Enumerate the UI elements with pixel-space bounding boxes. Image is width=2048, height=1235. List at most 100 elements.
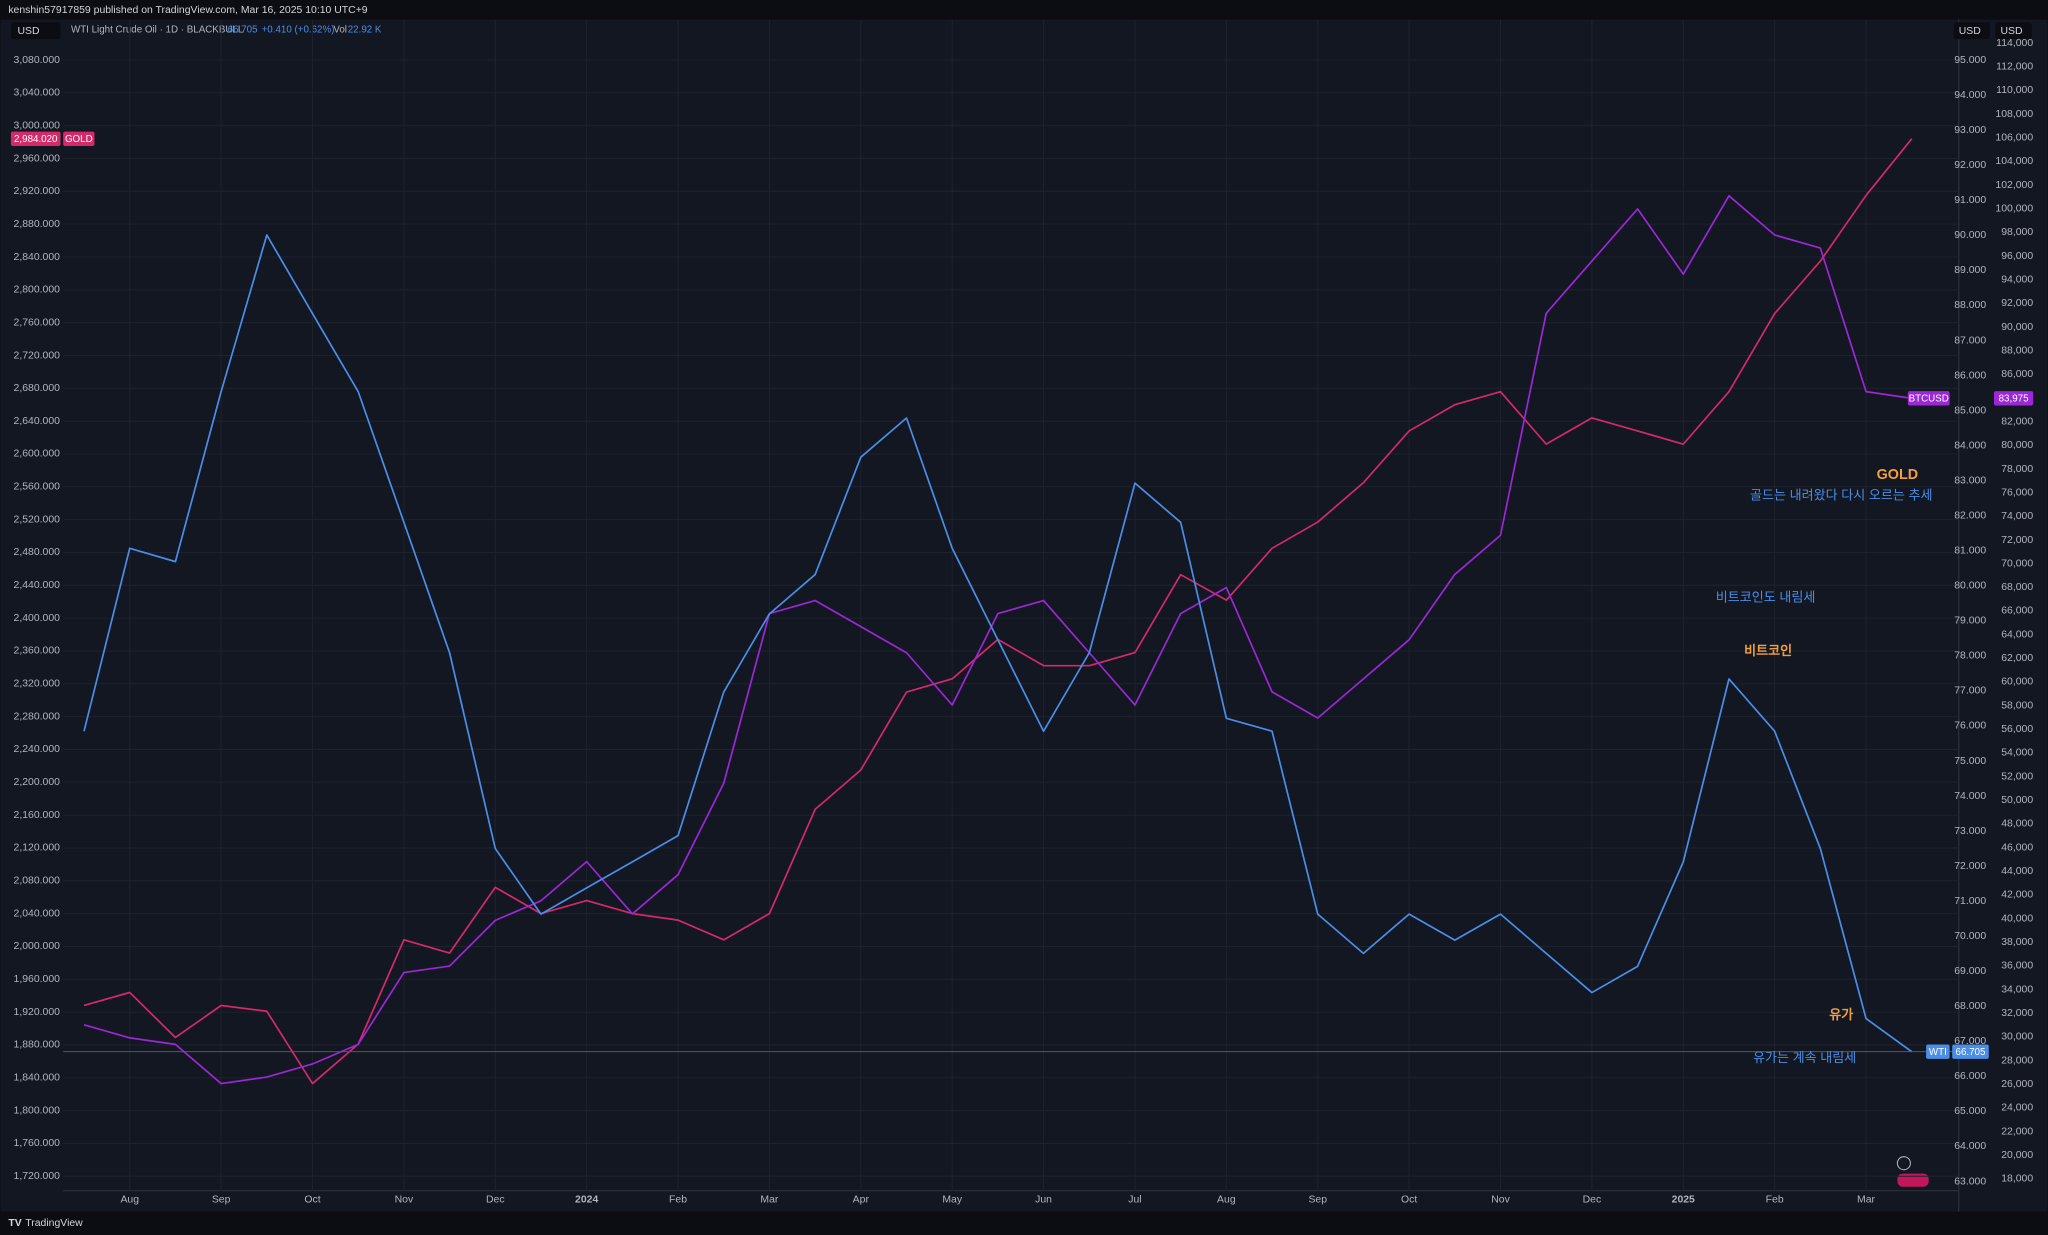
y2-tick-label: 74.000 [1954, 791, 1986, 802]
y3-tick-label: 94,000 [2001, 274, 2033, 285]
y3-tick-label: 58,000 [2001, 700, 2033, 711]
y3-tick-label: 30,000 [2001, 1032, 2033, 1043]
y2-tick-label: 72.000 [1954, 861, 1986, 872]
y-tick-label: 2,160.000 [14, 810, 61, 821]
y3-tick-label: 90,000 [2001, 322, 2033, 333]
y2-tick-label: 75.000 [1954, 756, 1986, 767]
y3-tick-label: 32,000 [2001, 1008, 2033, 1019]
x-tick-label: Nov [1491, 1195, 1510, 1206]
annotation: 골드는 내려왔다 다시 오르는 추세 [1750, 488, 1933, 503]
unit-box[interactable] [1953, 22, 1991, 40]
y3-tick-label: 54,000 [2001, 748, 2033, 759]
series-line [83, 194, 1912, 1085]
y3-tick-label: 44,000 [2001, 866, 2033, 877]
y-tick-label: 1,800.000 [14, 1105, 61, 1116]
y-tick-label: 2,920.000 [14, 186, 61, 197]
y3-tick-label: 34,000 [2001, 984, 2033, 995]
y3-tick-label: 22,000 [2001, 1126, 2033, 1137]
y3-tick-label: 72,000 [2001, 535, 2033, 546]
y-tick-label: 3,040.000 [14, 88, 61, 99]
y3-tick-label: 82,000 [2001, 416, 2033, 427]
y3-tick-label: 106,000 [1995, 132, 2033, 143]
y-tick-label: 2,400.000 [14, 613, 61, 624]
annotation: 비트코인도 내림세 [1716, 589, 1816, 604]
y2-tick-label: 68.000 [1954, 1001, 1986, 1012]
y-tick-label: 2,360.000 [14, 646, 61, 657]
y2-tick-label: 87.000 [1954, 335, 1986, 346]
y3-tick-label: 48,000 [2001, 819, 2033, 830]
unit-label[interactable]: USD [1959, 26, 1981, 37]
overlay: 1,720.000 1,760.000 1,800.000 1,840.000 1,88… [10, 38, 2034, 1206]
unit-label[interactable]: USD [17, 26, 39, 37]
y2-tick-label: 83.000 [1954, 475, 1986, 486]
y-tick-label: 2,520.000 [14, 514, 61, 525]
y-tick-label: 2,800.000 [14, 285, 61, 296]
y2-tick-label: 67.000 [1954, 1036, 1986, 1047]
legend-symbol: WTI Light Crude Oil · 1D · BLACKBULL [71, 25, 244, 36]
y2-tick-label: 93.000 [1954, 125, 1986, 136]
last-value-tag: 66.705 [1956, 1047, 1986, 1058]
price-tag [63, 131, 95, 146]
legend-last: 66.705 [228, 25, 258, 36]
legend-vol: 22.92 K [348, 25, 382, 36]
y-tick-label: 2,080.000 [14, 876, 61, 887]
last-value-tag: 83,975 [1999, 394, 2029, 405]
y3-tick-label: 28,000 [2001, 1055, 2033, 1066]
y3-tick-label: 104,000 [1995, 156, 2033, 167]
y-tick-label: 2,840.000 [14, 252, 61, 263]
x-tick-label: Sep [1308, 1195, 1327, 1206]
x-tick-label: Dec [486, 1195, 505, 1206]
y3-tick-label: 36,000 [2001, 961, 2033, 972]
x-tick-label: Dec [1583, 1195, 1602, 1206]
y3-tick-label: 100,000 [1995, 203, 2033, 214]
y3-tick-label: 62,000 [2001, 653, 2033, 664]
publisher: kenshin57917859 published on TradingView… [8, 5, 367, 16]
y-tick-label: 2,480.000 [14, 547, 61, 558]
y2-tick-label: 63.000 [1954, 1176, 1986, 1187]
x-tick-label: Oct [304, 1195, 320, 1206]
y-tick-label: 1,960.000 [14, 974, 61, 985]
y3-tick-label: 18,000 [2001, 1174, 2033, 1185]
y-tick-label: 2,040.000 [14, 908, 61, 919]
y3-tick-label: 68,000 [2001, 582, 2033, 593]
header-bar [0, 0, 2048, 20]
plot [63, 138, 1959, 1085]
x-tick-label: Apr [853, 1195, 870, 1206]
y3-tick-label: 86,000 [2001, 369, 2033, 380]
annotation: GOLD [1877, 467, 1918, 483]
footer-bar [0, 1211, 2048, 1235]
unit-label[interactable]: USD [2001, 26, 2023, 37]
series-name-tag: WTI [1929, 1047, 1947, 1058]
y2-tick-label: 82.000 [1954, 510, 1986, 521]
annotation: 유가 [1829, 1007, 1853, 1022]
x-tick-label: Feb [1766, 1195, 1784, 1206]
y3-tick-label: 92,000 [2001, 298, 2033, 309]
y3-tick-label: 70,000 [2001, 558, 2033, 569]
legend-vol-label: Vol [333, 25, 347, 36]
y3-tick-label: 98,000 [2001, 227, 2033, 238]
y-tick-label: 3,080.000 [14, 55, 61, 66]
y2-tick-label: 85.000 [1954, 405, 1986, 416]
price-tag [1993, 391, 2034, 406]
y3-tick-label: 40,000 [2001, 913, 2033, 924]
y3-tick-label: 76,000 [2001, 487, 2033, 498]
y-tick-label: 2,680.000 [14, 383, 61, 394]
x-tick-label: Feb [669, 1195, 687, 1206]
y3-tick-label: 102,000 [1995, 180, 2033, 191]
last-value-tag: 2,984.020 [14, 134, 58, 145]
y3-tick-label: 56,000 [2001, 724, 2033, 735]
x-tick-label: May [942, 1195, 962, 1206]
unit-box[interactable] [1995, 22, 2032, 40]
y-tick-label: 2,120.000 [14, 843, 61, 854]
brand-logo: TV [8, 1218, 21, 1229]
x-tick-label: Aug [1217, 1195, 1236, 1206]
alert-icon[interactable] [1896, 1156, 1911, 1171]
y2-tick-label: 92.000 [1954, 160, 1986, 171]
y3-tick-label: 24,000 [2001, 1103, 2033, 1114]
y-tick-label: 2,440.000 [14, 580, 61, 591]
unit-box[interactable] [10, 22, 61, 40]
flag-icon[interactable] [1897, 1173, 1929, 1187]
